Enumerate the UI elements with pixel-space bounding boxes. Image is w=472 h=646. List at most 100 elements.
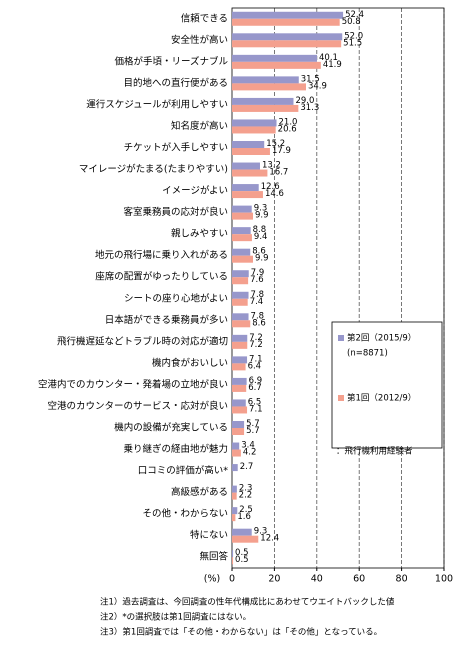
value-label: 4.2 — [243, 448, 257, 458]
bar — [232, 428, 245, 435]
value-label: 0.5 — [235, 548, 249, 558]
legend-label: 第1回（2012/9） — [347, 393, 416, 404]
value-label: 8.6 — [252, 318, 266, 328]
footnote: 注1）過去調査は、今回調査の性年代構成比にあわせてウエイトバックした値 — [100, 597, 395, 608]
value-label: 7.6 — [250, 275, 264, 285]
value-label: 12.4 — [260, 534, 279, 544]
legend-label: 第2回（2015/9） — [347, 333, 416, 344]
bar — [232, 40, 342, 48]
value-label: 8.6 — [252, 247, 266, 257]
footnote: 注2）*の選択肢は第1回調査にはない。 — [100, 612, 251, 623]
category-label: 空港内でのカウンター・発着場の立地が良い — [38, 378, 228, 390]
x-tick-label: 100 — [435, 574, 453, 585]
x-tick-label: 80 — [396, 574, 408, 585]
value-label: 7.4 — [250, 297, 264, 307]
bar — [232, 442, 240, 450]
bar — [232, 377, 247, 385]
value-label: 7.8 — [251, 311, 265, 321]
bar — [232, 205, 252, 213]
bar — [232, 492, 237, 500]
category-label: 飛行機遅延などトラブル時の対応が適切 — [57, 335, 228, 347]
category-label: 機内の設備が充実している — [114, 422, 228, 434]
category-label: マイレージがたまる(たまりやすい) — [79, 163, 228, 175]
value-label: 50.8 — [342, 17, 361, 27]
value-label: 31.3 — [300, 103, 319, 113]
value-label: 41.9 — [323, 60, 342, 70]
bar — [232, 298, 248, 306]
category-label: 高級感がある — [171, 486, 228, 498]
bar — [232, 384, 247, 392]
bar — [232, 18, 340, 26]
category-label: 座席の配置がゆったりしている — [95, 271, 228, 283]
category-label: 知名度が高い — [171, 120, 228, 132]
bar — [232, 464, 238, 472]
value-label: 9.4 — [254, 232, 268, 242]
bar — [232, 255, 253, 263]
value-label: 9.3 — [254, 204, 268, 214]
bar — [232, 341, 248, 349]
bar — [232, 248, 251, 256]
value-label: 6.7 — [248, 383, 262, 393]
value-label: 15.2 — [266, 139, 285, 149]
footnote: 注3）第1回調査では「その他・わからない」は「その他」となっている。 — [100, 627, 382, 638]
value-label: 14.6 — [265, 189, 284, 199]
legend-swatch — [338, 395, 344, 401]
value-label: 6.5 — [248, 397, 262, 407]
value-label: 51.5 — [343, 38, 362, 48]
value-label: 0.5 — [235, 555, 249, 565]
bar — [232, 485, 237, 493]
value-label: 20.6 — [278, 124, 297, 134]
bar — [232, 313, 249, 321]
bar — [232, 507, 238, 515]
value-label: 13.2 — [262, 161, 281, 171]
category-label: その他・わからない — [142, 508, 228, 520]
legend-box — [331, 321, 443, 449]
bar — [232, 119, 277, 127]
bar — [232, 184, 259, 192]
value-label: 7.1 — [249, 354, 263, 364]
annotation: ：飛行機利用経験者 — [336, 446, 413, 457]
bar — [232, 334, 248, 342]
value-label: 5.7 — [246, 426, 260, 436]
bar — [232, 212, 253, 220]
value-label: 2.2 — [239, 491, 253, 501]
bar — [232, 270, 249, 278]
bar — [232, 104, 299, 112]
bar — [232, 11, 344, 19]
value-label: 2.5 — [239, 505, 253, 515]
x-tick-label: 40 — [311, 574, 323, 585]
bar — [232, 61, 321, 69]
category-label: 客室乗務員の応対が良い — [123, 206, 228, 218]
bar — [232, 227, 251, 235]
bar — [232, 320, 251, 328]
value-label: 17.9 — [272, 146, 291, 156]
category-label: 運行スケジュールが利用しやすい — [86, 98, 228, 110]
category-label: 親しみやすい — [171, 228, 228, 240]
bar — [232, 83, 306, 91]
category-label: 空港のカウンターのサービス・応対が良い — [47, 400, 228, 412]
bar — [232, 234, 252, 242]
value-label: 34.9 — [308, 81, 327, 91]
value-label: 3.4 — [241, 441, 255, 451]
bar — [232, 528, 252, 536]
category-label: 地元の飛行場に乗り入れがある — [95, 249, 228, 261]
value-label: 21.0 — [279, 117, 298, 127]
value-label: 52.4 — [345, 10, 364, 20]
bar — [232, 514, 236, 522]
bar — [232, 148, 270, 155]
value-label: 6.4 — [248, 361, 262, 371]
value-label: 9.9 — [255, 254, 269, 264]
bar — [232, 449, 241, 457]
bar — [232, 141, 265, 148]
value-label: 7.1 — [249, 404, 263, 414]
bar — [232, 550, 234, 558]
category-label: 価格が手頃・リーズナブル — [114, 55, 228, 67]
bar — [232, 363, 246, 371]
value-label: 7.2 — [249, 333, 263, 343]
bar — [232, 162, 260, 170]
bar — [232, 356, 248, 364]
category-label: 特にない — [190, 529, 228, 541]
value-label: 2.3 — [239, 484, 253, 494]
legend-swatch — [338, 335, 344, 341]
bar — [232, 421, 245, 428]
